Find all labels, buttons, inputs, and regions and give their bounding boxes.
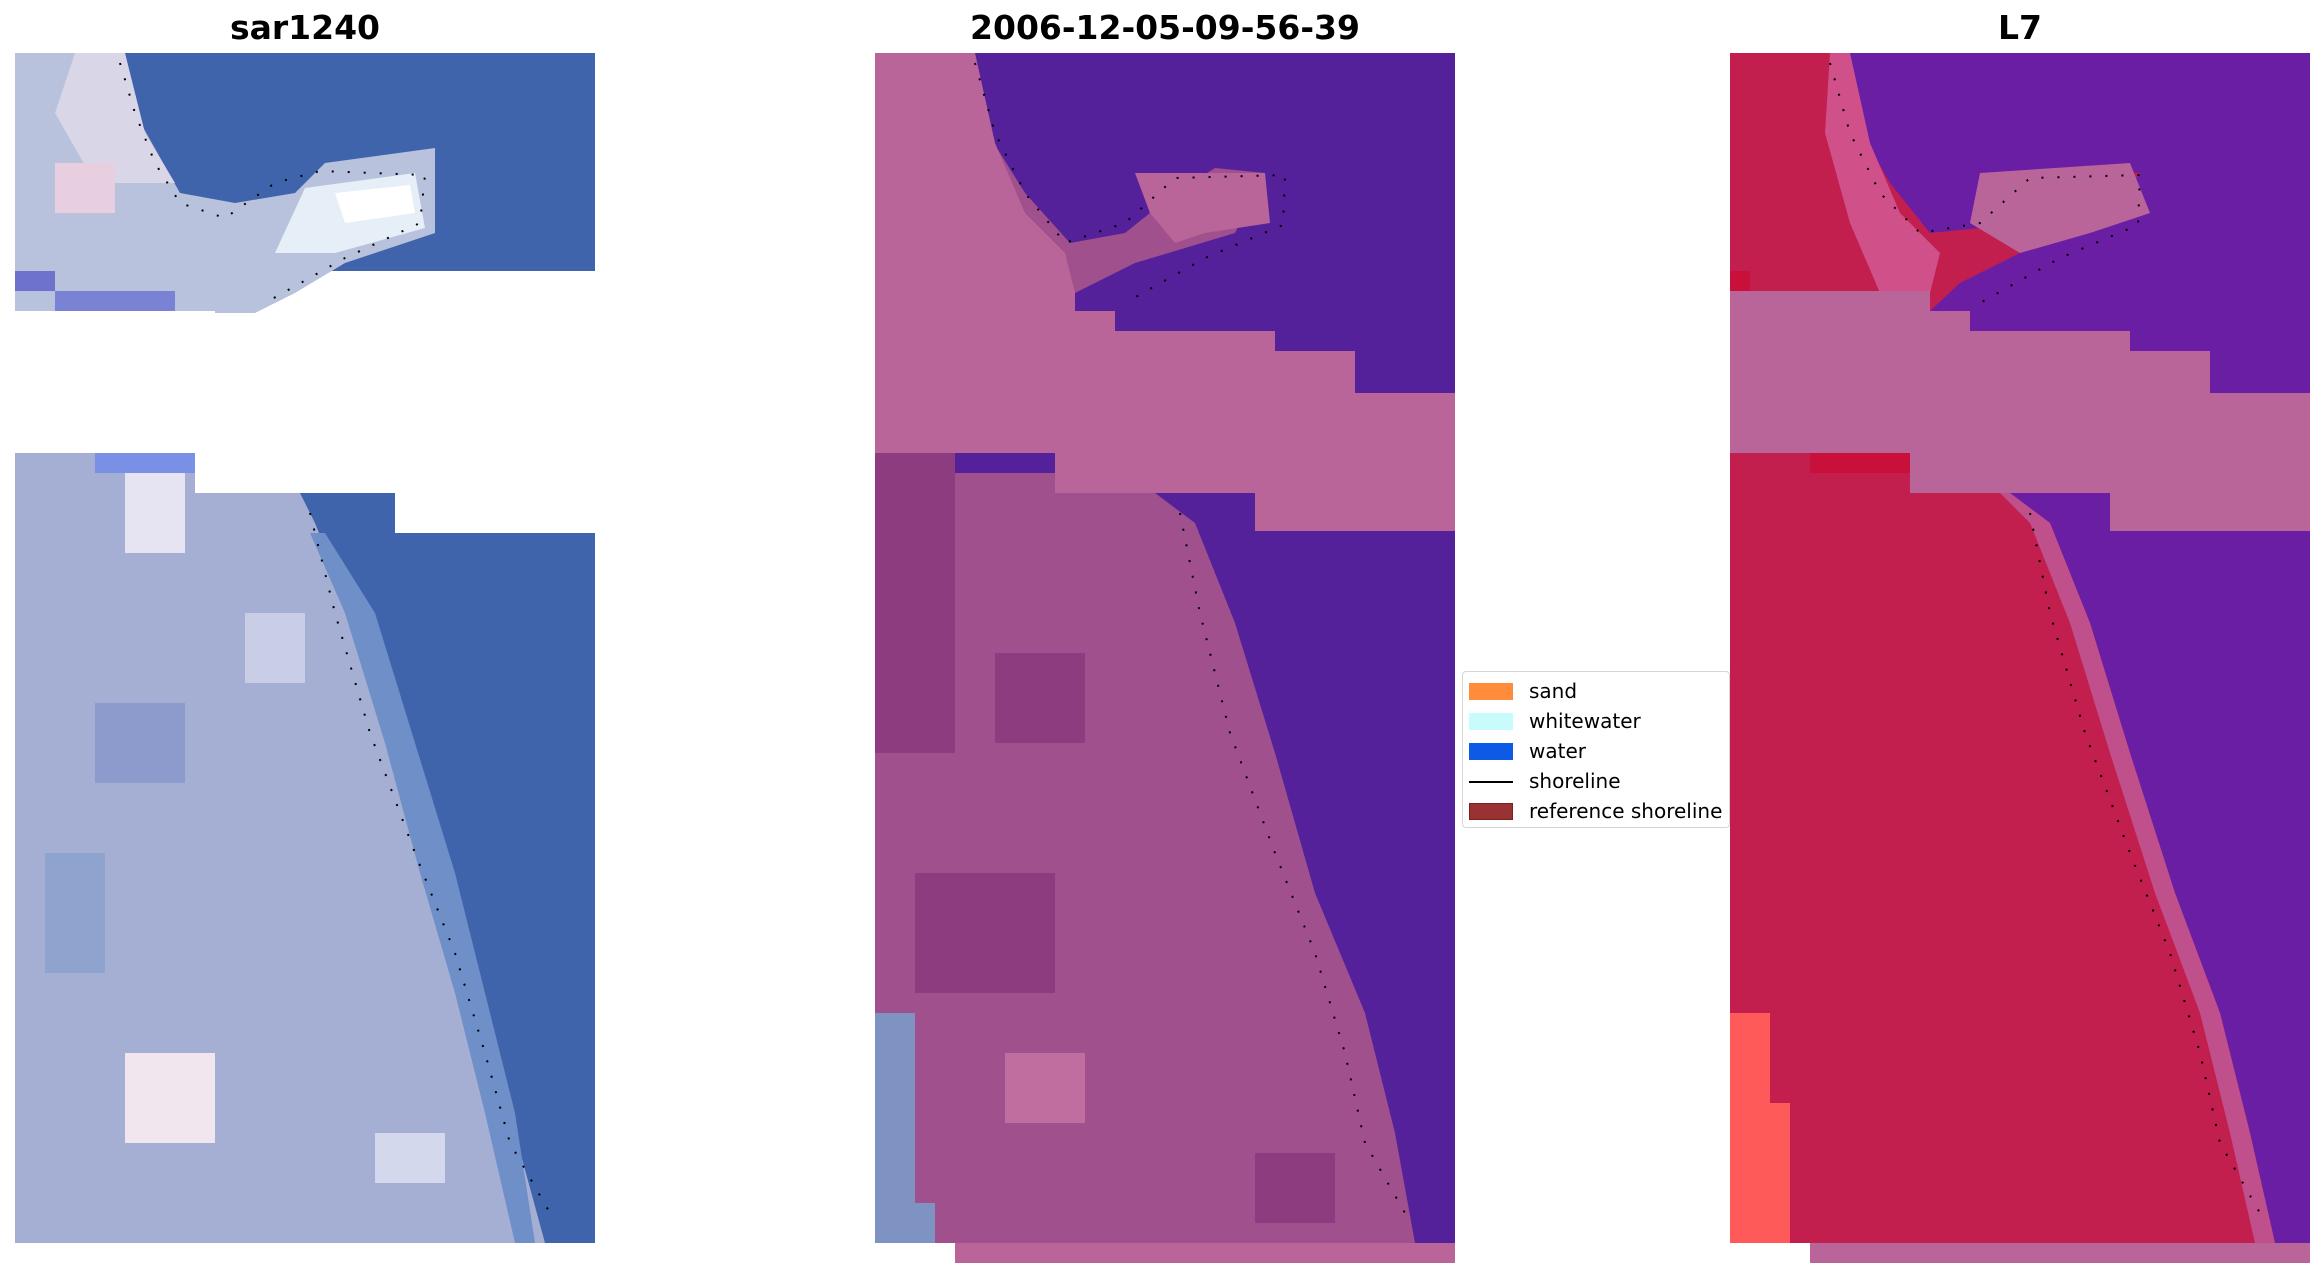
legend-item-whitewater: whitewater [1469, 706, 1641, 736]
index-image-panel [1730, 53, 2310, 1283]
whitewater-swatch [1469, 712, 1513, 730]
legend-label: reference shoreline [1529, 799, 1723, 823]
legend-label: sand [1529, 679, 1578, 703]
panel-title-sar1240: sar1240 [229, 8, 381, 47]
legend-label: water [1529, 739, 1586, 763]
sand-swatch [1469, 682, 1513, 700]
panel-title-l7: L7 [1998, 8, 2042, 47]
legend-label: whitewater [1529, 709, 1641, 733]
legend: sand whitewater water shoreline referenc… [1462, 671, 1730, 828]
legend-item-reference-shoreline: reference shoreline [1469, 796, 1722, 826]
legend-item-shoreline: shoreline [1469, 766, 1621, 796]
legend-item-water: water [1469, 736, 1586, 766]
reference-shoreline-swatch [1469, 802, 1513, 820]
rgb-image-panel [15, 53, 595, 1283]
water-swatch [1469, 742, 1513, 760]
classified-image-panel [875, 53, 1455, 1283]
legend-label: shoreline [1529, 769, 1621, 793]
panel-title-date: 2006-12-05-09-56-39 [970, 8, 1360, 47]
shoreline-line-swatch [1469, 773, 1513, 790]
legend-item-sand: sand [1469, 676, 1577, 706]
